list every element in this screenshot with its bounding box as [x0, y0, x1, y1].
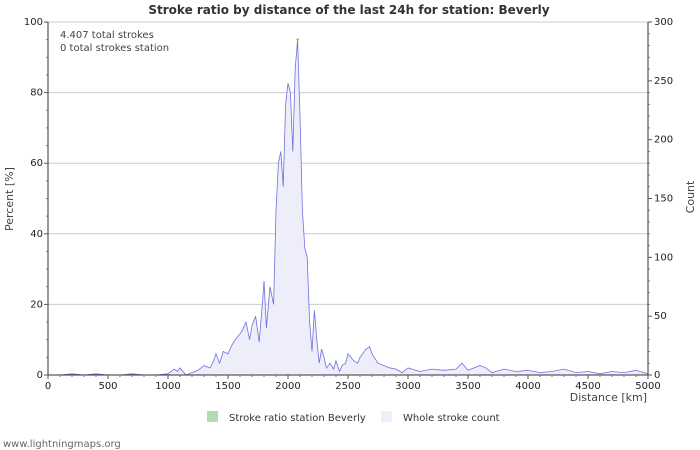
x-tick-label: 4500 — [575, 381, 600, 392]
grid — [48, 21, 648, 305]
x-tick-label: 0 — [45, 381, 51, 392]
x-tick-label: 2500 — [335, 381, 360, 392]
x-axis-label: Distance [km] — [570, 391, 647, 404]
legend-swatch-count — [381, 411, 392, 422]
x-tick-label: 3500 — [455, 381, 480, 392]
y-tick-label-left: 100 — [24, 17, 43, 28]
legend-label-count: Whole stroke count — [403, 413, 500, 424]
y-tick-label-right: 150 — [654, 194, 673, 205]
x-tick-label: 2000 — [275, 381, 300, 392]
legend-label-ratio: Stroke ratio station Beverly — [229, 413, 366, 424]
whole-stroke-count-line — [48, 39, 649, 376]
axes — [47, 22, 649, 376]
y-tick-label-left: 80 — [30, 88, 43, 99]
peak-marker — [296, 38, 299, 41]
x-tick-label: 500 — [98, 381, 117, 392]
y-tick-label-right: 50 — [654, 311, 667, 322]
whole-stroke-count-area — [48, 39, 648, 376]
y-tick-label-right: 250 — [654, 76, 673, 87]
x-tick-label: 3000 — [395, 381, 420, 392]
annotation-total-strokes: 4.407 total strokes — [60, 30, 154, 41]
x-tick-label: 4000 — [515, 381, 540, 392]
x-tick-label: 1500 — [215, 381, 240, 392]
chart-title: Stroke ratio by distance of the last 24h… — [148, 3, 549, 17]
y-tick-label-right: 0 — [654, 370, 660, 381]
annotation-station-strokes: 0 total strokes station — [60, 43, 169, 54]
y-tick-label-left: 20 — [30, 299, 43, 310]
count-area — [48, 38, 649, 376]
y-tick-label-left: 40 — [30, 229, 43, 240]
legend-swatch-ratio — [207, 411, 218, 422]
footer-site-link[interactable]: www.lightningmaps.org — [3, 439, 121, 450]
y-tick-label-left: 60 — [30, 158, 43, 169]
y-tick-label-left: 0 — [37, 370, 43, 381]
y-axis-label-right: Count — [684, 180, 697, 213]
y-tick-label-right: 200 — [654, 135, 673, 146]
y-tick-label-right: 300 — [654, 17, 673, 28]
y-axis-label-left: Percent [%] — [3, 167, 16, 231]
y-tick-label-right: 100 — [654, 252, 673, 263]
x-tick-label: 1000 — [155, 381, 180, 392]
x-tick-label: 5000 — [635, 381, 660, 392]
